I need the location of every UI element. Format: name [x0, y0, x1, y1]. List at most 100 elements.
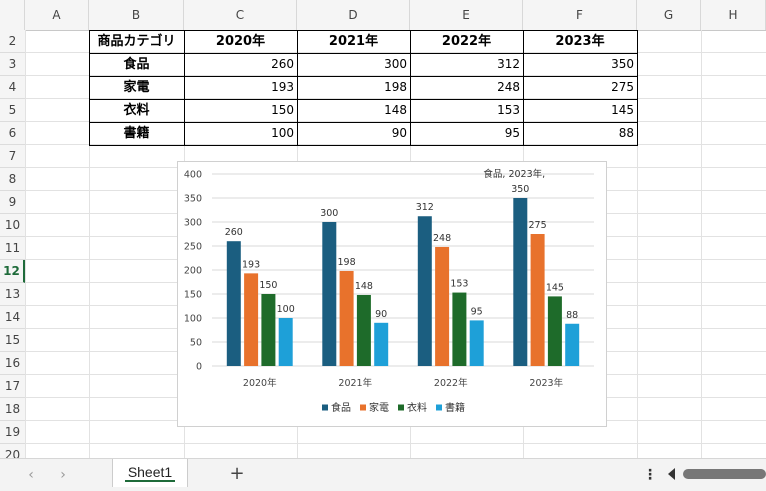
column-header-e[interactable]: E — [410, 0, 523, 30]
bar-衣料 — [356, 294, 371, 366]
table-cell[interactable]: 90 — [391, 126, 407, 140]
data-label: 198 — [338, 257, 356, 268]
column-header-f[interactable]: F — [523, 0, 637, 30]
plus-icon[interactable]: + — [229, 463, 245, 484]
table-cell[interactable]: 食品 — [123, 57, 150, 72]
chevron-left-icon[interactable]: ‹ — [28, 467, 34, 483]
table-cell[interactable]: 衣料 — [123, 103, 150, 118]
data-label: 88 — [566, 310, 578, 321]
table-border — [410, 30, 411, 146]
grid-hline — [25, 75, 766, 76]
table-header-2022[interactable]: 2022年 — [441, 34, 492, 49]
column-header-c[interactable]: C — [184, 0, 297, 30]
grid-hline — [25, 121, 766, 122]
table-header-2023[interactable]: 2023年 — [555, 34, 605, 49]
more-vertical-icon[interactable]: ⋮ — [643, 467, 657, 483]
table-cell[interactable]: 350 — [611, 57, 634, 71]
horizontal-scrollbar-thumb[interactable] — [683, 469, 766, 479]
row-header-10[interactable]: 10 — [0, 214, 25, 237]
data-label: 150 — [259, 280, 277, 291]
sheet-tab-sheet1[interactable]: Sheet1 — [112, 459, 188, 487]
grid-hline — [25, 144, 766, 145]
legend-swatch — [436, 404, 442, 411]
row-header-7[interactable]: 7 — [0, 145, 25, 168]
sheet-tab-label: Sheet1 — [127, 464, 173, 480]
y-tick-label: 100 — [184, 314, 202, 325]
row-header-19[interactable]: 19 — [0, 421, 25, 444]
table-border — [89, 30, 90, 146]
data-label: 248 — [433, 233, 451, 244]
table-cell[interactable]: 95 — [504, 126, 520, 140]
column-header-a[interactable]: A — [25, 0, 89, 30]
column-header-d[interactable]: D — [297, 0, 410, 30]
data-label: 100 — [277, 304, 295, 315]
table-cell[interactable]: 145 — [611, 103, 634, 117]
y-tick-label: 350 — [184, 194, 202, 205]
bar-書籍 — [374, 322, 389, 366]
grid-hline — [25, 98, 766, 99]
bar-家電 — [244, 273, 259, 366]
y-tick-label: 300 — [184, 218, 202, 229]
table-cell[interactable]: 家電 — [123, 80, 150, 95]
grid-hline — [25, 52, 766, 53]
column-header-h[interactable]: H — [701, 0, 766, 30]
table-cell[interactable]: 248 — [497, 80, 520, 94]
legend-label: 書籍 — [445, 401, 465, 414]
legend-swatch — [322, 404, 328, 411]
row-header-15[interactable]: 15 — [0, 329, 25, 352]
legend-label: 衣料 — [407, 401, 427, 414]
spreadsheet-grid: A B C D E F G H 2 3 4 5 6 7 8 9 10 11 12 13 14 15 16 17… — [0, 0, 766, 458]
row-header-12[interactable]: 12 — [0, 260, 25, 283]
table-border — [89, 53, 638, 54]
bar-衣料 — [261, 294, 276, 366]
row-header-18[interactable]: 18 — [0, 398, 25, 421]
data-label: 260 — [225, 227, 243, 238]
chevron-right-icon[interactable]: › — [60, 467, 66, 483]
row-header-3[interactable]: 3 — [0, 53, 25, 76]
row-header-6[interactable]: 6 — [0, 122, 25, 145]
grid-vline — [89, 30, 90, 458]
table-header-2020[interactable]: 2020年 — [215, 34, 266, 49]
row-header-8[interactable]: 8 — [0, 168, 25, 191]
y-tick-label: 200 — [184, 266, 202, 277]
row-header-5[interactable]: 5 — [0, 99, 25, 122]
table-cell[interactable]: 275 — [611, 80, 634, 94]
row-header-20[interactable]: 20 — [0, 444, 25, 458]
x-tick-label: 2023年 — [529, 377, 563, 389]
row-header-2[interactable]: 2 — [0, 30, 25, 53]
column-header-b[interactable]: B — [89, 0, 184, 30]
table-cell[interactable]: 153 — [497, 103, 520, 117]
table-cell[interactable]: 193 — [271, 80, 294, 94]
table-cell[interactable]: 198 — [384, 80, 407, 94]
bar-食品 — [417, 216, 432, 366]
row-header-9[interactable]: 9 — [0, 191, 25, 214]
row-header-17[interactable]: 17 — [0, 375, 25, 398]
column-header-g[interactable]: G — [637, 0, 701, 30]
select-all-corner[interactable] — [0, 0, 25, 30]
data-label: 193 — [242, 259, 260, 270]
table-header-category[interactable]: 商品カテゴリ — [97, 34, 176, 49]
table-cell[interactable]: 300 — [384, 57, 407, 71]
bar-chart[interactable]: 0 50 100 150 200 250 300 350 400 260 193 150 100 2020… — [177, 161, 607, 427]
scroll-left-arrow-icon[interactable] — [668, 468, 675, 480]
table-cell[interactable]: 312 — [497, 57, 520, 71]
row-header-13[interactable]: 13 — [0, 283, 25, 306]
row-header-4[interactable]: 4 — [0, 76, 25, 99]
table-cell[interactable]: 148 — [384, 103, 407, 117]
table-cell[interactable]: 88 — [618, 126, 634, 140]
bar-書籍 — [469, 320, 484, 366]
table-border — [184, 30, 185, 146]
table-border — [89, 145, 638, 146]
table-header-2021[interactable]: 2021年 — [328, 34, 379, 49]
row-header-11[interactable]: 11 — [0, 237, 25, 260]
data-label: 300 — [320, 208, 338, 219]
table-cell[interactable]: 150 — [271, 103, 294, 117]
row-header-14[interactable]: 14 — [0, 306, 25, 329]
chart-canvas: 0 50 100 150 200 250 300 350 400 260 193 150 100 2020… — [184, 168, 594, 414]
y-tick-label: 50 — [190, 338, 202, 349]
data-label: 275 — [529, 220, 547, 231]
table-cell[interactable]: 260 — [271, 57, 294, 71]
table-cell[interactable]: 書籍 — [123, 126, 150, 141]
table-cell[interactable]: 100 — [271, 126, 294, 140]
row-header-16[interactable]: 16 — [0, 352, 25, 375]
